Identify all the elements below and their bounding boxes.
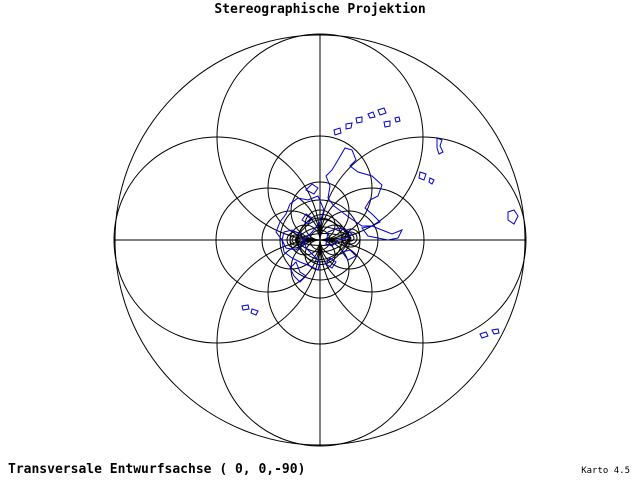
island-path xyxy=(355,116,363,124)
island-path xyxy=(250,308,259,316)
coastline-path xyxy=(275,195,325,271)
island-path xyxy=(479,331,489,339)
island-path xyxy=(377,107,387,116)
meridian-arc xyxy=(294,226,352,241)
island-path xyxy=(394,116,401,123)
meridian-arc xyxy=(294,237,352,246)
coastline-path xyxy=(341,249,357,261)
island-path xyxy=(428,177,435,185)
pole-circle xyxy=(291,236,299,244)
island-path xyxy=(491,328,500,335)
coastline-path xyxy=(281,229,305,251)
island-path xyxy=(418,171,427,181)
coastline-path xyxy=(325,257,337,269)
pole-circle xyxy=(289,234,301,246)
pole-circle xyxy=(341,228,361,248)
projection-axis-caption: Transversale Entwurfsachse ( 0, 0,-90) xyxy=(8,462,306,477)
island-path xyxy=(383,120,391,128)
island-path xyxy=(367,111,376,119)
island-path xyxy=(436,137,444,155)
coastline-path xyxy=(301,213,313,225)
meridian-arc xyxy=(294,237,352,265)
coastline-path xyxy=(361,225,404,241)
software-version-label: Karto 4.5 xyxy=(581,466,630,476)
coastline-path xyxy=(325,147,383,227)
coastline-path xyxy=(305,183,319,195)
map-title: Stereographische Projektion xyxy=(214,2,426,17)
island-path xyxy=(507,209,519,225)
coastline-path xyxy=(289,261,307,283)
meridian-arc xyxy=(294,233,352,241)
coastline-path xyxy=(325,227,353,247)
meridian-arc xyxy=(294,219,352,241)
island-path xyxy=(345,122,353,130)
meridian-arc xyxy=(294,237,352,253)
island-path xyxy=(241,304,250,311)
graticule xyxy=(113,33,527,447)
graticule-circle xyxy=(309,229,331,251)
island-path xyxy=(333,127,342,136)
coastlines xyxy=(241,107,519,339)
